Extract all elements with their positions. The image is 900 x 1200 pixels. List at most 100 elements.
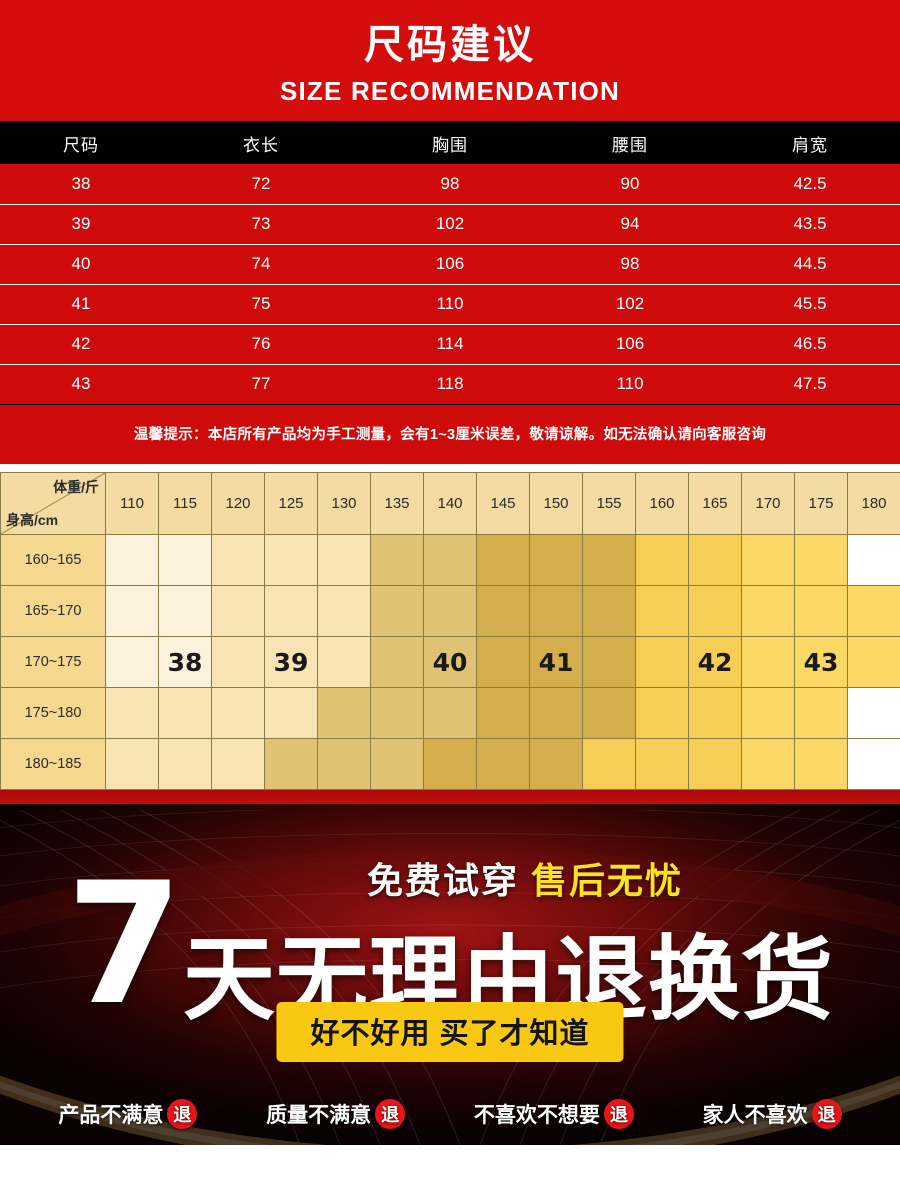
hw-cell-r2-c0: [105, 636, 159, 688]
weight-axis-label: 体重/斤: [53, 479, 99, 495]
size-cell-r0-c4: 42.5: [720, 164, 900, 205]
weight-header-140: 140: [423, 472, 477, 535]
hw-cell-r3-c3: [264, 687, 318, 739]
hw-cell-r0-c6: [423, 534, 477, 586]
hw-cell-r4-c8: [529, 738, 583, 790]
hw-cell-r0-c12: [741, 534, 795, 586]
hw-cell-r1-c10: [635, 585, 689, 637]
guarantee-list: 产品不满意退质量不满意退不喜欢不想要退家人不喜欢退: [0, 1099, 900, 1129]
hw-cell-r3-c9: [582, 687, 636, 739]
hw-cell-r1-c3: [264, 585, 318, 637]
size-cell-r0-c2: 98: [360, 164, 540, 205]
weight-header-170: 170: [741, 472, 795, 535]
weight-header-120: 120: [211, 472, 265, 535]
hw-cell-r0-c0: [105, 534, 159, 586]
height-weight-table: 体重/斤 身高/cm 110 115 120 125 130 135 140 145 150 15…: [0, 472, 900, 790]
weight-header-130: 130: [317, 472, 371, 535]
weight-header-180: 180: [847, 472, 900, 535]
hw-cell-r4-c13: [794, 738, 848, 790]
hw-cell-r1-c11: [688, 585, 742, 637]
size-col-header-3: 腰围: [540, 122, 720, 164]
size-table-body: 38 72 98 90 42.5 39 73 102 94 43.5 40 74 106 98 44.5 41…: [0, 164, 900, 404]
hw-cell-r3-c0: [105, 687, 159, 739]
size-cell-r5-c2: 118: [360, 364, 540, 404]
size-table-header-row: 尺码 衣长 胸围 腰围 肩宽: [0, 122, 900, 164]
weight-header-175: 175: [794, 472, 848, 535]
weight-header-145: 145: [476, 472, 530, 535]
size-cell-r5-c3: 110: [540, 364, 720, 404]
page-title-cn: 尺码建议: [364, 23, 536, 67]
size-table-row: 38 72 98 90 42.5: [0, 164, 900, 205]
size-cell-r3-c2: 110: [360, 284, 540, 325]
size-cell-r0-c1: 72: [162, 164, 360, 205]
hw-cell-r1-c7: [476, 585, 530, 637]
guarantee-item-2: 不喜欢不想要退: [474, 1099, 634, 1129]
hw-cell-r4-c9: [582, 738, 636, 790]
hw-cell-r3-c1: [158, 687, 212, 739]
recommended-size-41: 41: [538, 647, 574, 677]
hw-cell-r2-c12: [741, 636, 795, 688]
hw-cell-r0-c5: [370, 534, 424, 586]
size-cell-r1-c2: 102: [360, 204, 540, 245]
hw-row: 175~180: [0, 687, 900, 739]
weight-header-115: 115: [158, 472, 212, 535]
banner-glow-background: [0, 804, 900, 1134]
guarantee-item-3: 家人不喜欢退: [703, 1099, 842, 1129]
hw-table-body: 160~165 165~170 170~175 38 39 40 41 42 43 175~180…: [0, 534, 900, 790]
size-cell-r2-c0: 40: [0, 244, 162, 285]
return-badge-icon: 退: [167, 1099, 198, 1129]
size-cell-r3-c4: 45.5: [720, 284, 900, 325]
size-cell-r4-c3: 106: [540, 324, 720, 365]
size-cell-r5-c4: 47.5: [720, 364, 900, 404]
banner-tagline-box: 好不好用 买了才知道: [276, 1002, 624, 1062]
hw-cell-r2-c7: [476, 636, 530, 688]
size-cell-r2-c2: 106: [360, 244, 540, 285]
size-col-header-1: 衣长: [162, 122, 360, 164]
hw-cell-r4-c0: [105, 738, 159, 790]
hw-cell-r1-c12: [741, 585, 795, 637]
size-table-row: 40 74 106 98 44.5: [0, 244, 900, 285]
hw-cell-r0-c11: [688, 534, 742, 586]
hw-cell-r1-c6: [423, 585, 477, 637]
hw-cell-r2-c8: 41: [529, 636, 583, 688]
height-header-1: 165~170: [0, 585, 106, 637]
size-table-row: 43 77 118 110 47.5: [0, 364, 900, 404]
size-cell-r2-c3: 98: [540, 244, 720, 285]
size-cell-r4-c4: 46.5: [720, 324, 900, 365]
hw-cell-r1-c13: [794, 585, 848, 637]
size-table-row: 41 75 110 102 45.5: [0, 284, 900, 325]
size-col-header-2: 胸围: [360, 122, 540, 164]
size-table-header-wrap: 尺码 衣长 胸围 腰围 肩宽 38 72 98 90 42.5 39 73 102 94 43.5 40 74…: [0, 121, 900, 405]
hw-cell-r1-c5: [370, 585, 424, 637]
hw-cell-r2-c4: [317, 636, 371, 688]
banner-subheadline-white: 免费试穿: [366, 860, 519, 901]
guarantee-text: 不喜欢不想要: [473, 1104, 600, 1127]
hw-cell-r4-c2: [211, 738, 265, 790]
hw-cell-r4-c3: [264, 738, 318, 790]
banner-subheadline-yellow: 售后无忧: [531, 860, 684, 901]
guarantee-item-0: 产品不满意退: [58, 1099, 198, 1129]
size-cell-r2-c4: 44.5: [720, 244, 900, 285]
hw-row: 160~165: [0, 534, 900, 586]
hw-cell-r4-c4: [317, 738, 371, 790]
weight-header-135: 135: [370, 472, 424, 535]
recommended-size-40: 40: [432, 647, 468, 677]
size-cell-r1-c1: 73: [162, 204, 360, 245]
hw-cell-r4-c14: [847, 738, 900, 790]
hw-row: 170~175 38 39 40 41 42 43: [0, 636, 900, 688]
height-header-3: 175~180: [0, 687, 106, 739]
recommended-size-43: 43: [803, 647, 839, 677]
hw-cell-r0-c13: [794, 534, 848, 586]
hw-cell-r4-c6: [423, 738, 477, 790]
hw-header-row: 体重/斤 身高/cm 110 115 120 125 130 135 140 145 150 15…: [0, 472, 900, 535]
guarantee-text: 产品不满意: [58, 1104, 164, 1127]
hw-cell-r1-c0: [105, 585, 159, 637]
hw-cell-r4-c1: [158, 738, 212, 790]
size-cell-r4-c1: 76: [162, 324, 360, 365]
return-policy-banner: 免费试穿 售后无忧 7 天无理由退换货 好不好用 买了才知道 产品不满意退质量不…: [0, 790, 900, 1145]
size-cell-r1-c0: 39: [0, 204, 162, 245]
banner-days-number: 7: [66, 846, 183, 1042]
weight-header-110: 110: [105, 472, 159, 535]
banner-mesh-decoration: [0, 810, 900, 1145]
